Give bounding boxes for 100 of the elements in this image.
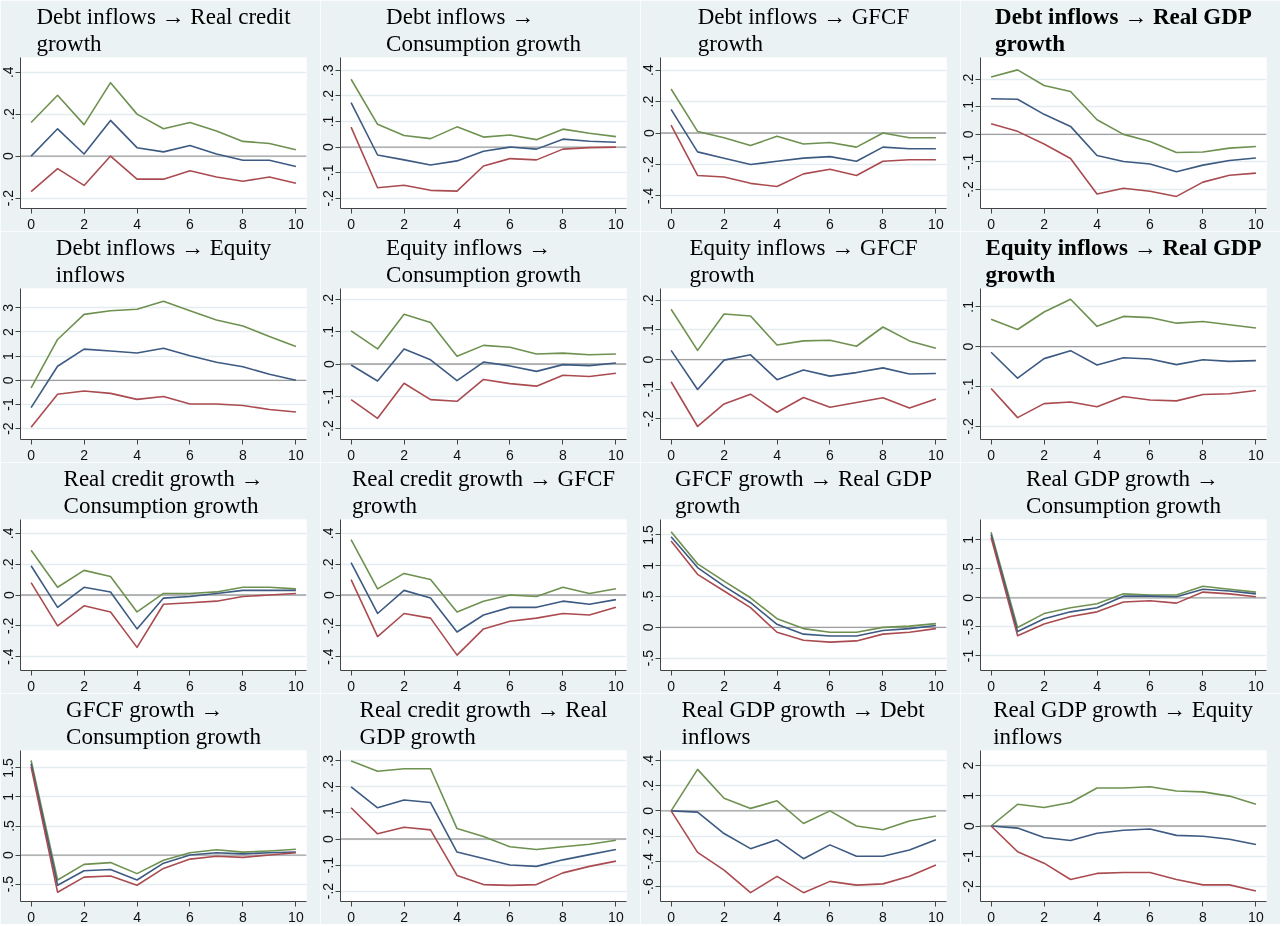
y-tick-label: -.1 (320, 856, 337, 874)
chart-title: Real credit growth → Consumption growth (63, 466, 264, 518)
chart-title: Debt inflows → Equity inflows (55, 235, 272, 287)
y-tick-label: 0 (960, 821, 977, 830)
y-tick-label: 0 (0, 850, 17, 859)
x-tick-label: 10 (1248, 446, 1264, 463)
x-tick-label: 0 (347, 215, 356, 232)
x-tick-label: 8 (559, 908, 568, 925)
y-tick-label: .2 (0, 108, 17, 120)
x-tick-label: 8 (879, 446, 888, 463)
y-tick-label: .4 (640, 754, 657, 767)
y-tick-label: 1 (0, 352, 17, 361)
y-tick-label: -.2 (320, 617, 337, 634)
x-tick-label: 8 (879, 215, 888, 232)
y-tick-label: .1 (960, 300, 977, 313)
x-tick-label: 4 (453, 446, 462, 463)
y-tick-label: .3 (320, 754, 337, 767)
y-tick-label: -.2 (960, 180, 977, 198)
x-tick-label: 4 (1093, 215, 1102, 232)
x-tick-label: 10 (1248, 908, 1264, 925)
y-tick-label: 0 (640, 355, 657, 364)
x-tick-label: 0 (667, 215, 676, 232)
x-tick-label: 8 (239, 677, 248, 694)
y-tick-label: .4 (640, 64, 657, 76)
x-tick-label: 10 (928, 446, 944, 463)
y-tick-label: 0 (640, 623, 657, 632)
y-tick-label: -.1 (320, 387, 337, 405)
y-tick-label: -.6 (640, 878, 657, 895)
x-tick-label: 10 (928, 215, 944, 232)
y-tick-label: .5 (640, 590, 657, 603)
x-tick-label: 6 (506, 446, 515, 463)
x-tick-label: 4 (133, 215, 142, 232)
y-tick-label: 0 (320, 834, 337, 843)
y-tick-label: .1 (320, 325, 337, 338)
x-tick-label: 2 (80, 446, 89, 463)
x-tick-label: 6 (826, 908, 835, 925)
chart-title: Debt inflows → GFCF growth (697, 4, 910, 56)
x-tick-label: 8 (1199, 446, 1208, 463)
x-tick-label: 8 (239, 446, 248, 463)
y-tick-label: -.1 (960, 153, 977, 170)
y-tick-label: -.2 (320, 419, 337, 437)
x-tick-label: 2 (720, 908, 729, 925)
y-tick-label: 0 (640, 806, 657, 815)
x-tick-label: 4 (1093, 677, 1102, 694)
x-tick-label: 4 (773, 446, 782, 463)
x-tick-label: 8 (559, 215, 568, 232)
y-tick-label: -.2 (0, 189, 17, 207)
x-tick-label: 10 (288, 677, 304, 694)
y-tick-label: -.1 (960, 378, 977, 395)
y-tick-label: .2 (640, 294, 657, 307)
y-tick-label: 0 (320, 590, 337, 599)
x-tick-label: 10 (288, 908, 304, 925)
y-tick-label: 1 (640, 561, 657, 570)
y-tick-label: 0 (960, 342, 977, 351)
y-tick-label: .4 (320, 527, 337, 540)
x-tick-label: 10 (928, 908, 944, 925)
x-tick-label: 4 (773, 215, 782, 232)
x-tick-label: 2 (400, 677, 409, 694)
x-tick-label: 4 (133, 677, 142, 694)
x-tick-label: 8 (1199, 677, 1208, 694)
y-tick-label: 1.5 (0, 757, 17, 778)
chart-title: Real credit growth → GFCF growth (351, 466, 616, 518)
x-tick-label: 2 (1040, 908, 1049, 925)
chart-title: Debt inflows → Real credit growth (36, 4, 292, 56)
y-tick-label: 0 (960, 593, 977, 602)
x-tick-label: 2 (720, 446, 729, 463)
x-tick-label: 6 (1146, 215, 1155, 232)
chart-title: Equity inflows → Real GDP growth (985, 235, 1262, 287)
x-tick-label: 6 (826, 215, 835, 232)
y-tick-label: 1 (960, 791, 977, 800)
x-tick-label: 8 (1199, 215, 1208, 232)
y-tick-label: .1 (320, 806, 337, 819)
x-tick-label: 6 (186, 215, 195, 232)
y-tick-label: -.4 (320, 648, 337, 665)
x-tick-label: 0 (27, 215, 36, 232)
x-tick-label: 10 (1248, 677, 1264, 694)
y-tick-label: .2 (0, 558, 17, 571)
x-tick-label: 6 (186, 908, 195, 925)
y-tick-label: -.2 (960, 417, 977, 435)
x-tick-label: 8 (879, 677, 888, 694)
chart-title: GFCF growth → Real GDP growth (675, 466, 932, 518)
chart-title: Debt inflows → Consumption growth (386, 4, 582, 56)
y-tick-label: .2 (320, 780, 337, 793)
y-tick-label: 1 (960, 535, 977, 544)
x-tick-label: 10 (608, 908, 624, 925)
x-tick-label: 2 (80, 908, 89, 925)
x-tick-label: 8 (559, 446, 568, 463)
x-tick-label: 2 (720, 677, 729, 694)
y-tick-label: 3 (0, 303, 17, 312)
x-tick-label: 2 (400, 215, 409, 232)
x-tick-label: 2 (80, 677, 89, 694)
x-tick-label: 8 (559, 677, 568, 694)
y-tick-label: .2 (320, 89, 337, 102)
y-tick-label: .1 (960, 100, 977, 113)
x-tick-label: 4 (453, 677, 462, 694)
y-tick-label: -.1 (320, 164, 337, 181)
y-tick-label: 0 (320, 142, 337, 151)
chart-title: Real GDP growth → Consumption growth (1026, 466, 1222, 518)
y-tick-label: 0 (0, 376, 17, 385)
y-tick-label: .2 (640, 779, 657, 792)
